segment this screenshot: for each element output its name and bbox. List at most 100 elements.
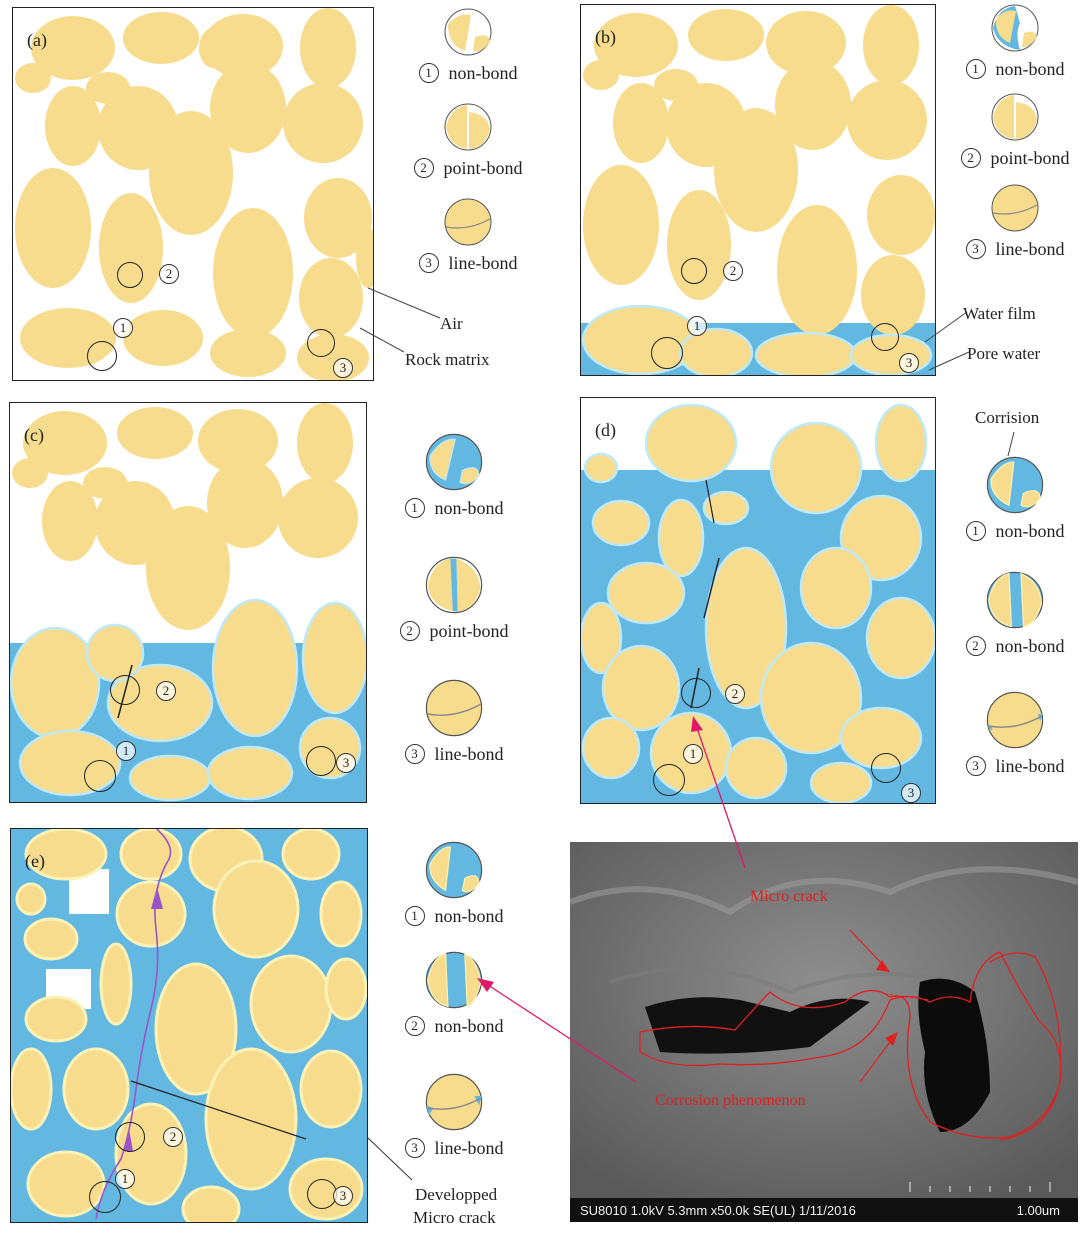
marker-circle-3 — [871, 753, 901, 783]
marker-2: 2 — [725, 684, 745, 704]
marker-3: 3 — [333, 1186, 353, 1206]
marker-2: 2 — [156, 681, 176, 701]
annotation-corrision: Corrision — [975, 408, 1040, 427]
marker-2: 2 — [163, 1127, 183, 1147]
legend-b-1-icon — [991, 4, 1039, 52]
panel-b-label: (b) — [595, 27, 616, 47]
legend-e-3-label: line-bond — [434, 1138, 504, 1158]
panel-d-art — [581, 398, 935, 803]
legend-b-1-label: non-bond — [995, 59, 1065, 79]
panel-a: (a) 2 1 3 — [12, 7, 374, 381]
panel-e-label: (e) — [25, 851, 45, 871]
panel-d: (d) 2 1 3 — [580, 397, 936, 804]
panel-a-art — [15, 8, 373, 380]
panel-e: (e) 2 1 3 — [10, 828, 368, 1223]
legend-e-2-icon — [425, 951, 483, 1009]
legend-e-2: 2 non-bond — [384, 950, 524, 1037]
marker-circle-3 — [871, 323, 899, 351]
legend-c-3: 3 line-bond — [384, 678, 524, 765]
marker-circle-1 — [651, 337, 683, 369]
legend-b-2: 2 point-bond — [950, 92, 1080, 169]
legend-a-1: 1 non-bond — [398, 7, 538, 84]
legend-d-3-icon — [986, 691, 1044, 749]
marker-circle-1 — [84, 760, 116, 792]
marker-1: 1 — [687, 316, 707, 336]
sem-micro-crack-label: Micro crack — [750, 888, 828, 905]
legend-d-3-label: line-bond — [995, 756, 1065, 776]
legend-e-2-label: non-bond — [434, 1016, 504, 1036]
marker-circle-1 — [87, 341, 117, 371]
legend-c-1-label: non-bond — [434, 498, 504, 518]
legend-c-2-label: point-bond — [429, 621, 509, 641]
marker-3: 3 — [901, 783, 921, 803]
marker-circle-3 — [306, 746, 336, 776]
legend-c-2-icon — [425, 556, 483, 614]
legend-d-1-icon — [986, 456, 1044, 514]
marker-circle-2 — [110, 675, 140, 705]
legend-c-3-label: line-bond — [434, 744, 504, 764]
marker-1: 1 — [683, 744, 703, 764]
sem-info-bar: SU8010 1.0kV 5.3mm x50.0k SE(UL) 1/11/20… — [570, 1198, 1078, 1222]
legend-a-2: 2 point-bond — [398, 102, 538, 179]
annotation-air: Air — [440, 314, 463, 333]
legend-a-3-icon — [444, 198, 492, 246]
marker-2: 2 — [159, 264, 179, 284]
legend-d-3: 3 line-bond — [950, 690, 1080, 777]
marker-1: 1 — [115, 1169, 135, 1189]
sem-corrosion-label: Corrosion phenomenon — [655, 1092, 806, 1109]
legend-b-3-icon — [991, 184, 1039, 232]
marker-3: 3 — [899, 353, 919, 373]
annotation-water-film: Water film — [963, 304, 1036, 323]
legend-a-1-icon — [444, 8, 492, 56]
legend-d-2-icon — [986, 571, 1044, 629]
legend-c-1-icon — [425, 433, 483, 491]
legend-b-3-label: line-bond — [995, 239, 1065, 259]
marker-2: 2 — [723, 261, 743, 281]
marker-circle-2 — [681, 258, 707, 284]
marker-circle-2 — [117, 262, 143, 288]
panel-d-label: (d) — [595, 420, 616, 440]
legend-e-3: 3 line-bond — [384, 1072, 524, 1159]
annotation-rock-matrix: Rock matrix — [405, 350, 490, 369]
marker-circle-2 — [115, 1122, 145, 1152]
legend-a-2-label: point-bond — [443, 158, 523, 178]
panel-c-label: (c) — [24, 425, 44, 445]
marker-circle-1 — [89, 1181, 121, 1213]
marker-1: 1 — [116, 741, 136, 761]
annotation-lines-a — [360, 287, 441, 353]
panel-c-art — [10, 403, 366, 802]
legend-b-1: 1 non-bond — [950, 3, 1080, 80]
legend-b-3: 3 line-bond — [950, 183, 1080, 260]
marker-3: 3 — [333, 358, 353, 378]
annotation-lines-b — [924, 311, 970, 371]
legend-a-3-label: line-bond — [448, 253, 518, 273]
panel-e-art — [11, 829, 367, 1222]
sem-art — [570, 842, 1078, 1198]
legend-c-3-icon — [425, 679, 483, 737]
annotation-developped: Developped — [415, 1185, 498, 1204]
legend-c-1: 1 non-bond — [384, 432, 524, 519]
legend-b-2-label: point-bond — [990, 148, 1070, 168]
legend-e-1: 1 non-bond — [384, 840, 524, 927]
legend-d-1: 1 non-bond — [950, 455, 1080, 542]
annotation-pore-water: Pore water — [967, 344, 1041, 363]
legend-e-1-label: non-bond — [434, 906, 504, 926]
legend-d-1-label: non-bond — [995, 521, 1065, 541]
legend-a-2-icon — [444, 103, 492, 151]
panel-b: (b) 2 1 3 — [580, 4, 936, 376]
legend-d-2: 2 non-bond — [950, 570, 1080, 657]
panel-c: (c) 2 1 3 — [9, 402, 367, 803]
sem-scale-text: 1.00um — [1016, 1203, 1060, 1218]
panel-a-label: (a) — [27, 30, 47, 50]
annotation-line-corrision — [1007, 431, 1015, 457]
marker-circle-1 — [653, 764, 685, 796]
legend-e-3-icon — [425, 1073, 483, 1131]
marker-1: 1 — [113, 318, 133, 338]
legend-d-2-label: non-bond — [995, 636, 1065, 656]
legend-e-1-icon — [425, 841, 483, 899]
marker-circle-2 — [681, 678, 711, 708]
marker-3: 3 — [336, 753, 356, 773]
sem-image: Micro crack Corrosion phenomenon SU8010 … — [570, 842, 1078, 1222]
legend-c-2: 2 point-bond — [384, 555, 524, 642]
